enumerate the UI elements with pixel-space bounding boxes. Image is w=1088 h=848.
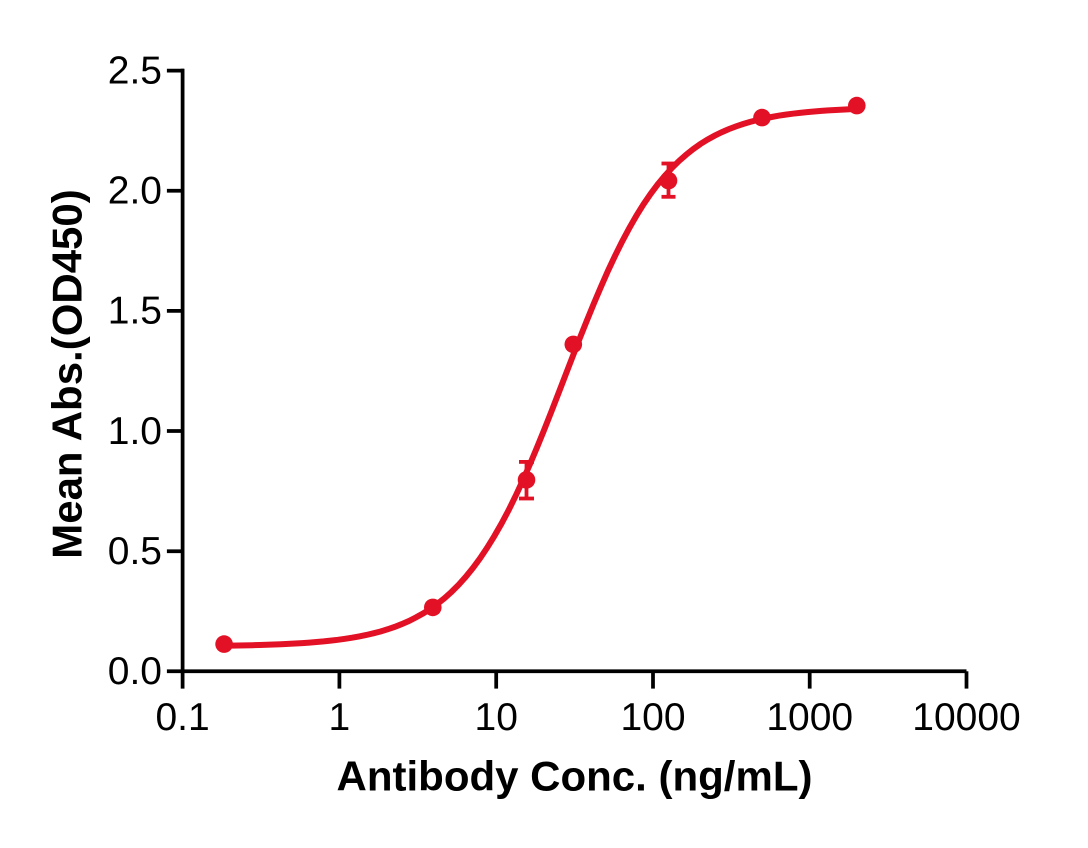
svg-text:100: 100 bbox=[620, 696, 685, 739]
svg-text:1.0: 1.0 bbox=[108, 410, 162, 453]
svg-text:10: 10 bbox=[475, 696, 518, 739]
svg-text:0.0: 0.0 bbox=[108, 650, 162, 693]
svg-text:1000: 1000 bbox=[766, 696, 853, 739]
svg-text:0.1: 0.1 bbox=[155, 696, 209, 739]
svg-text:1.5: 1.5 bbox=[108, 290, 162, 333]
svg-text:2.0: 2.0 bbox=[108, 170, 162, 213]
svg-text:2.5: 2.5 bbox=[108, 50, 162, 93]
svg-text:Antibody Conc. (ng/mL): Antibody Conc. (ng/mL) bbox=[337, 752, 813, 799]
svg-text:Mean Abs.(OD450): Mean Abs.(OD450) bbox=[44, 189, 91, 559]
svg-text:1: 1 bbox=[329, 696, 351, 739]
svg-text:0.5: 0.5 bbox=[108, 530, 162, 573]
svg-text:10000: 10000 bbox=[912, 696, 1020, 739]
